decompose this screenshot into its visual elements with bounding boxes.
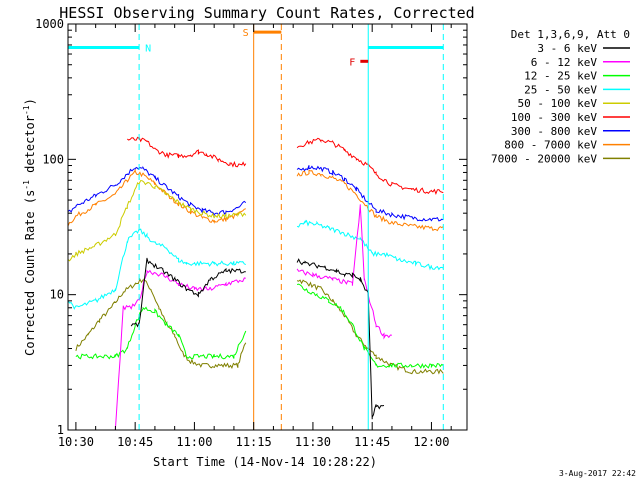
series-line: [75, 277, 444, 375]
series-line: [127, 136, 444, 195]
x-tick-label: 10:45: [117, 435, 153, 449]
flag-label: F: [349, 57, 355, 68]
x-tick-label: 11:30: [295, 435, 331, 449]
legend-label: 6 - 12 keV: [531, 56, 598, 69]
legend-label: 3 - 6 keV: [537, 42, 597, 55]
legend-label: 800 - 7000 keV: [504, 139, 597, 152]
axes-layer: 10:30 10:45 11:00 11:15 11:30 11:45 12:00 1 10 10…: [35, 17, 467, 449]
legend-label: 50 - 100 keV: [518, 97, 598, 110]
x-tick-label: 11:00: [176, 435, 212, 449]
legend-label: 12 - 25 keV: [524, 70, 597, 83]
x-tick-label: 12:00: [413, 435, 449, 449]
flag-label: N: [145, 44, 151, 55]
y-tick-label: 1: [57, 423, 64, 437]
legend-label: 100 - 300 keV: [511, 111, 597, 124]
y-tick-label: 100: [42, 152, 64, 166]
y-tick-label: 1000: [35, 17, 64, 31]
x-tick-label: 10:30: [58, 435, 94, 449]
series-line: [68, 219, 444, 310]
series-line: [68, 179, 247, 262]
flag-layer: N S F: [68, 24, 444, 430]
series-layer: [68, 136, 444, 430]
flag-label: S: [243, 28, 249, 39]
plot-frame: [67, 23, 468, 431]
series-line: [130, 257, 385, 420]
chart-title: HESSI Observing Summary Count Rates, Cor…: [59, 4, 474, 22]
series-line: [68, 168, 444, 232]
legend-header: Det 1,3,6,9, Att 0: [511, 28, 630, 41]
legend-label: 7000 - 20000 keV: [491, 152, 597, 165]
y-tick-label: 10: [50, 288, 64, 302]
x-tick-label: 11:15: [236, 435, 272, 449]
x-tick-label: 11:45: [354, 435, 390, 449]
footer-date: 3-Aug-2017 22:42: [559, 469, 636, 478]
x-axis-label: Start Time (14-Nov-14 10:28:22): [153, 455, 377, 469]
legend-label: 25 - 50 keV: [524, 83, 597, 96]
legend-label: 300 - 800 keV: [511, 125, 597, 138]
y-axis-label: Corrected Count Rate (s-1 detector-1): [22, 98, 37, 356]
